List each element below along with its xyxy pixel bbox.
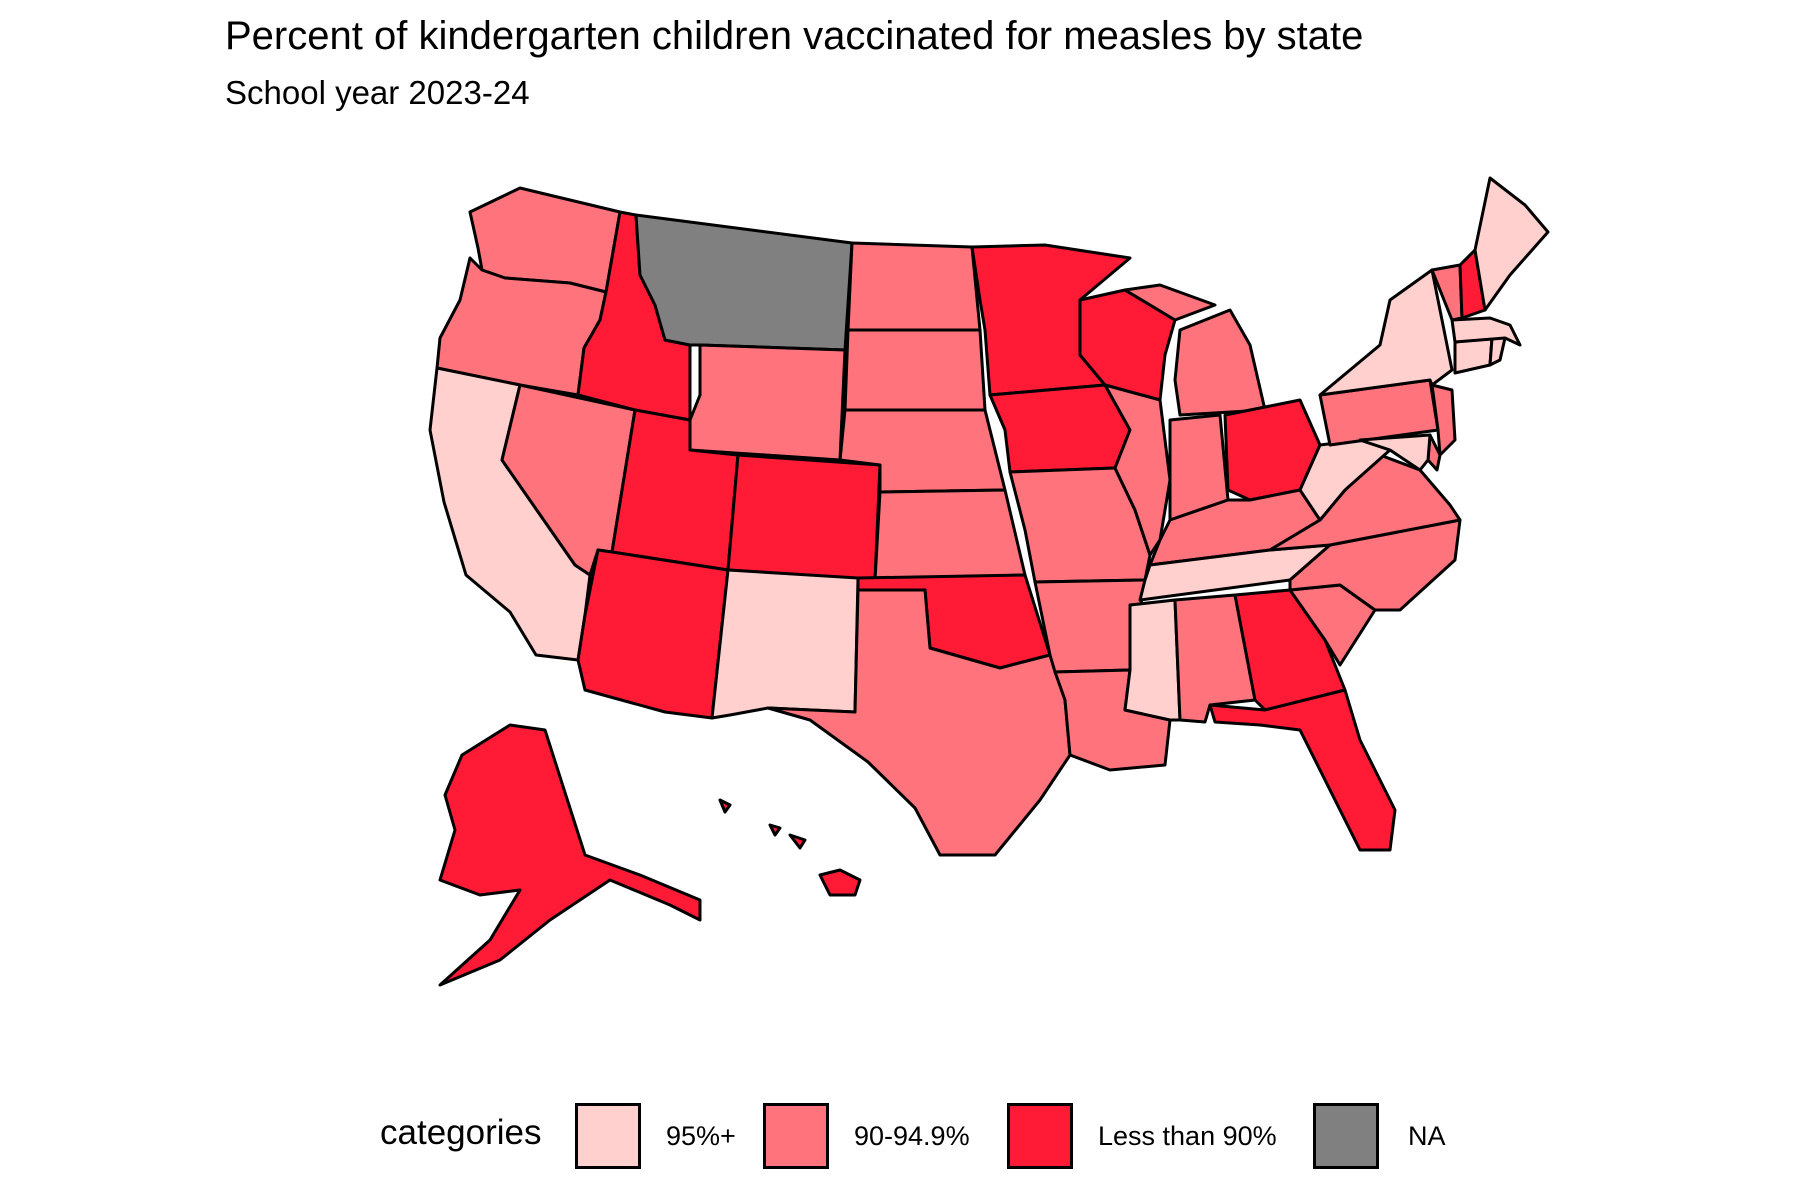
state-sd[interactable]: [843, 328, 987, 412]
legend-title: categories: [380, 1113, 542, 1152]
state-nm[interactable]: [710, 568, 860, 720]
state-mt[interactable]: [634, 213, 854, 352]
state-hi[interactable]: [718, 798, 862, 897]
state-me[interactable]: [1473, 176, 1550, 312]
state-ny[interactable]: [1318, 268, 1454, 397]
map-title: Percent of kindergarten children vaccina…: [225, 14, 1364, 58]
legend-label-na: NA: [1408, 1121, 1446, 1151]
legend-label-low: Less than 90%: [1098, 1121, 1277, 1151]
legend-swatch-na: [1313, 1103, 1379, 1169]
legend-label-high: 95%+: [666, 1121, 736, 1151]
legend-swatch-mid: [763, 1103, 829, 1169]
state-ks[interactable]: [873, 488, 1027, 582]
state-ct[interactable]: [1453, 336, 1494, 375]
state-ma[interactable]: [1450, 316, 1522, 347]
state-md[interactable]: [1358, 433, 1432, 472]
state-ia[interactable]: [988, 383, 1132, 474]
legend-label-mid: 90-94.9%: [854, 1121, 970, 1151]
state-nd[interactable]: [846, 241, 982, 332]
map-subtitle: School year 2023-24: [225, 74, 530, 111]
state-co[interactable]: [726, 453, 882, 582]
state-il[interactable]: [1103, 383, 1172, 557]
state-az[interactable]: [576, 548, 730, 720]
state-fl[interactable]: [1208, 688, 1397, 852]
state-ak[interactable]: [438, 723, 702, 987]
legend-swatch-low: [1007, 1103, 1073, 1169]
state-tx[interactable]: [766, 588, 1072, 857]
legend-swatch-high: [575, 1103, 641, 1169]
state-nj[interactable]: [1430, 383, 1457, 457]
state-ri[interactable]: [1488, 336, 1507, 367]
legend: categories 95%+ 90-94.9% Less than 90% N…: [0, 1085, 1800, 1175]
state-wy[interactable]: [688, 343, 847, 462]
state-ms[interactable]: [1123, 598, 1182, 722]
